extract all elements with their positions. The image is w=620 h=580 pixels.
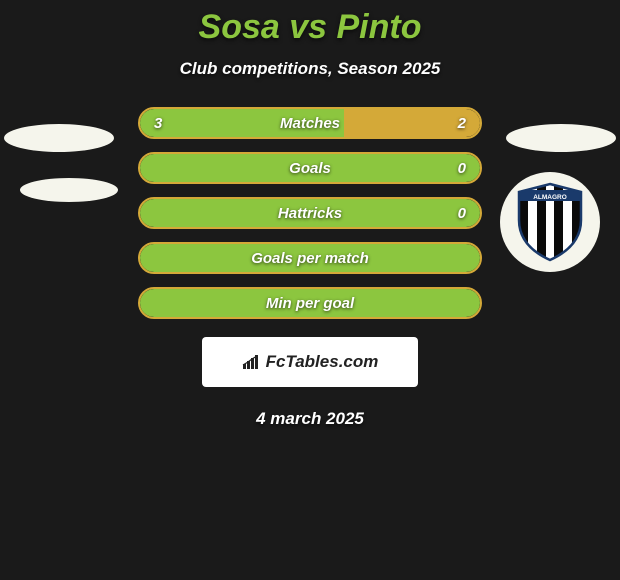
stat-row: 3 Matches 2 [138, 107, 482, 139]
player-left-ellipse-2 [20, 178, 118, 202]
brand-text: FcTables.com [266, 352, 379, 372]
club-shield-icon: ALMAGRO [515, 182, 585, 262]
stat-label: Matches [280, 115, 340, 132]
player-right-ellipse-1 [506, 124, 616, 152]
stat-label: Goals per match [251, 250, 369, 267]
stat-row: Goals per match [138, 242, 482, 274]
stat-label: Min per goal [266, 295, 354, 312]
stat-row: Hattricks 0 [138, 197, 482, 229]
stat-row: Min per goal [138, 287, 482, 319]
stat-value-right: 2 [458, 115, 466, 132]
comparison-date: 4 march 2025 [0, 409, 620, 429]
subtitle: Club competitions, Season 2025 [0, 59, 620, 79]
club-badge-right: ALMAGRO [500, 172, 600, 272]
stat-row: Goals 0 [138, 152, 482, 184]
stat-value-right: 0 [458, 205, 466, 222]
stat-value-left: 3 [154, 115, 162, 132]
stat-value-right: 0 [458, 160, 466, 177]
stat-label: Goals [289, 160, 331, 177]
stat-label: Hattricks [278, 205, 342, 222]
comparison-title: Sosa vs Pinto [0, 0, 620, 47]
brand-attribution: FcTables.com [202, 337, 418, 387]
svg-text:ALMAGRO: ALMAGRO [533, 194, 567, 201]
player-left-ellipse-1 [4, 124, 114, 152]
brand-chart-icon [242, 354, 262, 370]
